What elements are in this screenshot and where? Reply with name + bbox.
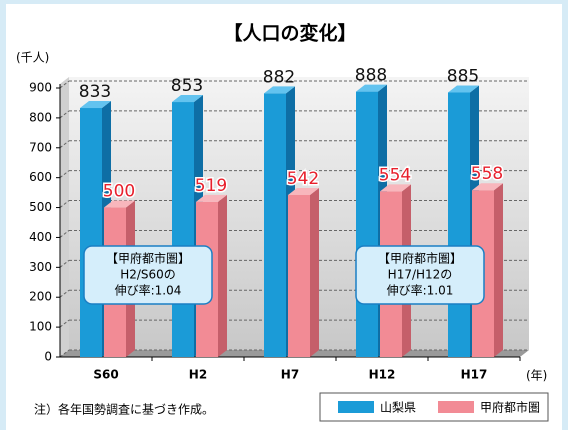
bar xyxy=(356,91,378,357)
x-tick-label: H12 xyxy=(369,368,396,382)
grid-line xyxy=(59,170,70,179)
legend-label: 山梨県 xyxy=(380,401,416,415)
bar-top xyxy=(172,95,203,103)
bar-top xyxy=(356,84,387,92)
x-tick-label: H2 xyxy=(189,368,207,382)
x-tick-label: H17 xyxy=(461,368,488,382)
bar-top xyxy=(264,86,295,94)
data-label: 885 xyxy=(447,66,479,86)
annotation-text: 伸び率:1.04 xyxy=(115,283,182,298)
bar xyxy=(448,92,470,357)
y-tick-label: 800 xyxy=(29,110,52,124)
annotation-text: H17/H12の xyxy=(388,268,453,282)
legend-label: 甲府都市圏 xyxy=(480,400,540,415)
bar xyxy=(172,102,194,357)
grid-line xyxy=(59,230,70,238)
data-label: 833 xyxy=(79,82,111,102)
grid-line xyxy=(59,140,70,149)
bar-top xyxy=(448,85,479,93)
grid-line xyxy=(59,80,70,89)
bar xyxy=(80,108,102,357)
bar-top xyxy=(80,101,111,109)
bar-side xyxy=(218,194,227,357)
x-tick-label: S60 xyxy=(93,368,118,382)
chart-title: 【人口の変化】 xyxy=(223,22,356,45)
annotation-text: H2/S60の xyxy=(120,268,176,282)
data-label: 853 xyxy=(171,76,203,96)
y-tick-label: 900 xyxy=(29,81,52,95)
y-tick-label: 0 xyxy=(44,350,52,364)
y-tick-label: 100 xyxy=(29,320,52,334)
side-wall xyxy=(60,77,69,357)
grid-line xyxy=(59,110,70,119)
bar-side xyxy=(310,188,319,357)
data-label: 542 xyxy=(287,169,319,189)
grid-line xyxy=(59,319,70,328)
grid-line xyxy=(59,259,70,268)
data-label: 888 xyxy=(355,66,387,86)
annotation-text: 【甲府都市圏】 xyxy=(106,251,190,266)
annotation-box xyxy=(83,245,213,305)
annotation-text: 【甲府都市圏】 xyxy=(378,251,462,266)
data-label: 554 xyxy=(379,165,411,185)
y-tick-label: 500 xyxy=(29,200,52,214)
bar-top xyxy=(472,183,503,191)
y-tick-label: 300 xyxy=(29,260,52,274)
legend-swatch xyxy=(338,401,374,413)
bar xyxy=(288,195,310,357)
data-label: 882 xyxy=(263,67,295,87)
grid-line xyxy=(59,289,70,298)
bar xyxy=(264,93,286,357)
bar-side xyxy=(494,183,503,357)
grid-line xyxy=(59,200,70,208)
y-tick-label: 400 xyxy=(29,230,52,244)
x-unit: (年) xyxy=(526,369,547,383)
x-tick-label: H7 xyxy=(281,368,299,382)
grid-line xyxy=(59,349,70,358)
y-tick-label: 200 xyxy=(29,290,52,304)
y-tick-label: 700 xyxy=(29,140,52,154)
bar-3d xyxy=(288,188,319,357)
y-tick-label: 600 xyxy=(29,170,52,184)
footnote: 注）各年国勢調査に基づき作成。 xyxy=(34,402,214,417)
bar-top xyxy=(196,194,227,202)
bar-top xyxy=(104,200,135,208)
data-label: 558 xyxy=(471,164,503,184)
legend-swatch xyxy=(438,401,474,413)
annotation-text: 伸び率:1.01 xyxy=(387,283,454,298)
y-unit: (千人) xyxy=(16,51,49,65)
data-label: 519 xyxy=(195,176,227,196)
bar-top xyxy=(380,184,411,192)
data-label: 500 xyxy=(103,182,135,202)
annotation-box xyxy=(355,245,485,305)
bar-top xyxy=(288,188,319,196)
